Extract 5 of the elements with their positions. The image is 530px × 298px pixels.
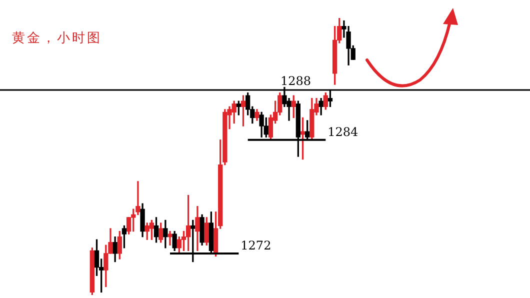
candlestick xyxy=(168,230,172,246)
annotation: 1288 xyxy=(280,74,311,88)
annotation: 1272 xyxy=(240,238,272,253)
text: 黄金，小时图 xyxy=(12,30,102,47)
annotation: 1284 xyxy=(328,125,359,140)
